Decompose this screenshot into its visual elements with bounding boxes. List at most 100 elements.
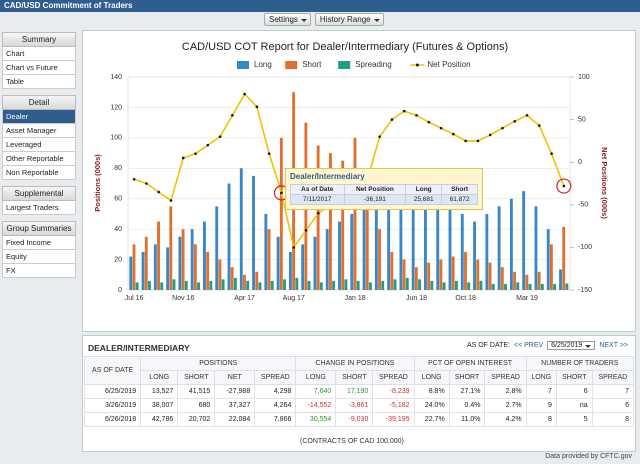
bar [178, 236, 182, 290]
bar [549, 244, 553, 290]
bar [467, 282, 471, 290]
bar [473, 221, 477, 290]
sidebar-item[interactable]: Leveraged [2, 138, 76, 152]
tooltip-header-row: As of Date Net Position Long Short [290, 184, 478, 195]
column-header: SHORT [177, 370, 216, 385]
net-point [181, 156, 185, 160]
net-point [218, 135, 222, 138]
bar [528, 283, 532, 290]
net-point [132, 177, 136, 181]
sidebar-item[interactable]: Other Reportable [2, 152, 76, 166]
net-point [464, 139, 467, 143]
column-header: LONG [140, 370, 179, 385]
table-cell: 8 [525, 412, 557, 427]
column-header: LONG [295, 370, 337, 385]
bar [356, 280, 360, 290]
group-header: PCT OF OPEN INTEREST [413, 356, 527, 371]
toolbar: Settings History Range [264, 13, 384, 26]
net-point [280, 191, 283, 195]
column-header: SHORT [555, 370, 593, 385]
next-link[interactable]: NEXT >> [599, 342, 628, 349]
net-point [267, 152, 271, 155]
sidebar-item[interactable]: Dealer [2, 110, 76, 124]
sidebar-item[interactable]: Asset Manager [2, 124, 76, 138]
bar [288, 251, 292, 290]
column-header: SHORT [448, 370, 486, 385]
bar [230, 267, 234, 290]
table-cell: 2.8% [484, 384, 527, 399]
bar [442, 282, 446, 290]
table-row: 3/26/2019 38,007 680 37,327 4,264 -14,552 -3,8… [83, 398, 635, 413]
table-cell: 8 [591, 412, 635, 427]
history-range-button[interactable]: History Range [314, 13, 384, 26]
bar [418, 279, 421, 290]
y-tick-label: 20 [114, 256, 122, 263]
tooltip-title: Dealer/Intermediary [290, 172, 365, 181]
net-point [439, 126, 443, 130]
tooltip-column: Short [441, 184, 478, 195]
bar [534, 206, 538, 290]
sidebar-item[interactable]: Chart vs Future [2, 61, 76, 75]
legend-swatch [338, 61, 351, 69]
bar [276, 236, 280, 290]
chart-title: CAD/USD COT Report for Dealer/Intermedia… [182, 41, 508, 53]
y-tick-label: 140 [110, 74, 122, 81]
sidebar-item[interactable]: Equity [2, 250, 76, 264]
y2-tick-label: -150 [578, 287, 592, 294]
group-header: CHANGE IN POSITIONS [295, 356, 415, 371]
table-cell: 0.4% [448, 398, 486, 413]
net-point [292, 246, 296, 249]
sidebar-item[interactable]: Chart [2, 47, 76, 61]
bar [546, 229, 550, 290]
bar [374, 183, 378, 290]
net-point [402, 109, 406, 113]
net-point [243, 92, 246, 96]
bar [365, 168, 369, 290]
sidebar-item[interactable]: Fixed Income [2, 236, 76, 250]
net-point [415, 114, 418, 117]
table-cell: 17,190 [335, 384, 374, 399]
net-point [378, 135, 381, 138]
table-cell: -5,182 [372, 398, 415, 413]
bar [132, 244, 136, 290]
sidebar-item[interactable]: FX [2, 264, 76, 278]
table-cell: 24.0% [413, 398, 450, 413]
bar [341, 160, 345, 290]
sidebar-item[interactable]: Non Reportable [2, 166, 76, 180]
date-dropdown[interactable]: 6/25/2019 [547, 341, 596, 350]
bar [497, 206, 501, 290]
sidebar: Summary Chart Chart vs Future Table Detail De… [2, 32, 76, 278]
bar [206, 251, 210, 290]
bar [454, 280, 458, 290]
column-header: SPREAD [591, 370, 635, 385]
table-cell: 11.0% [448, 412, 486, 427]
y2-tick-label: 0 [578, 159, 582, 166]
bar [166, 247, 170, 290]
sidebar-item[interactable]: Table [2, 75, 76, 89]
bar [559, 269, 562, 290]
net-point [255, 105, 259, 109]
table-cell: 20,702 [177, 412, 216, 427]
tooltip-column: Long [405, 184, 443, 195]
table-cell: 3/26/2019 [83, 398, 142, 413]
group-row: AS OF DATE POSITIONS CHANGE IN POSITIONS PC… [83, 356, 635, 385]
table-cell: 7 [591, 384, 635, 399]
table-cell: 7 [525, 384, 557, 399]
y-tick-label: 120 [110, 104, 122, 111]
x-tick-label: Aug 17 [283, 295, 305, 302]
table-row: 6/26/2018 42,786 20,702 22,084 7,866 30,554 -9… [83, 412, 635, 427]
bar [157, 221, 160, 290]
group-header: AS OF DATE [83, 356, 142, 385]
tooltip-value: 7/11/2017 [290, 194, 345, 205]
bar [160, 282, 164, 290]
net-point [169, 199, 173, 202]
bar [516, 282, 520, 290]
prev-link[interactable]: << PREV [513, 342, 544, 349]
x-tick-label: Jun 18 [406, 295, 427, 302]
y-tick-label: 100 [110, 135, 122, 142]
x-tick-label: Jul 16 [125, 295, 144, 302]
bar [148, 280, 151, 290]
sidebar-item[interactable]: Largest Traders [2, 201, 76, 215]
settings-button[interactable]: Settings [264, 13, 311, 26]
column-header: LONG [525, 370, 557, 385]
